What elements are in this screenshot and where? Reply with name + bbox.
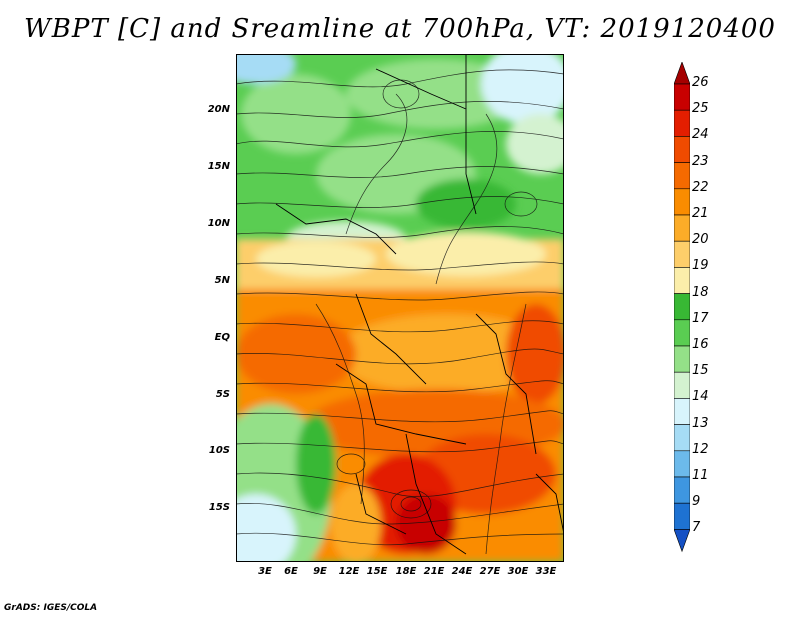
colorbar-swatch — [674, 83, 690, 111]
lat-label-15s: 15S — [208, 502, 230, 513]
wbpt-field — [236, 54, 564, 562]
footer-credit: GrADS: IGES/COLA — [4, 603, 98, 613]
colorbar-bottom-arrow — [674, 529, 690, 553]
lat-label-5n: 5N — [214, 275, 230, 286]
colorbar-label: 11 — [692, 468, 709, 483]
colorbar-label: 9 — [692, 494, 701, 510]
colorbar-swatch — [674, 450, 690, 478]
colorbar-label: 12 — [692, 441, 709, 457]
colorbar-swatch — [674, 502, 690, 530]
colorbar-swatch — [674, 214, 690, 242]
colorbar-label: 18 — [692, 284, 709, 300]
lon-label-18e: 18E — [395, 566, 417, 577]
lon-label-27e: 27E — [479, 566, 501, 577]
lat-label-10s: 10S — [208, 445, 230, 456]
colorbar-label: 14 — [692, 389, 709, 405]
lat-label-5s: 5S — [215, 389, 230, 400]
chart-title: WBPT [C] and Sreamline at 700hPa, VT: 20… — [24, 14, 776, 44]
lat-label-20n: 20N — [207, 104, 230, 115]
colorbar — [674, 62, 690, 553]
map-panel — [236, 54, 564, 562]
colorbar-swatch — [674, 345, 690, 373]
lat-label-eq: EQ — [214, 332, 230, 343]
colorbar-label: 19 — [692, 258, 709, 274]
colorbar-label: 13 — [692, 415, 709, 431]
lat-label-15n: 15N — [207, 161, 230, 172]
colorbar-swatch — [674, 319, 690, 347]
colorbar-swatch — [674, 267, 690, 294]
lon-label-3e: 3E — [258, 566, 272, 577]
colorbar-label: 25 — [692, 101, 709, 117]
lon-label-24e: 24E — [451, 566, 473, 577]
colorbar-label: 26 — [692, 75, 709, 90]
colorbar-label: 22 — [692, 179, 709, 195]
colorbar-swatch — [674, 162, 690, 190]
colorbar-top-arrow — [674, 62, 690, 85]
colorbar-label: 20 — [692, 232, 709, 248]
lon-label-30e: 30E — [507, 566, 529, 577]
colorbar-label: 16 — [692, 337, 709, 352]
colorbar-label: 15 — [692, 363, 709, 379]
colorbar-swatch — [674, 371, 690, 399]
lon-label-15e: 15E — [366, 566, 388, 577]
colorbar-label: 7 — [692, 520, 701, 536]
lon-label-9e: 9E — [313, 566, 327, 577]
lon-label-6e: 6E — [284, 566, 298, 577]
colorbar-swatch — [674, 398, 690, 425]
lon-label-12e: 12E — [338, 566, 360, 577]
colorbar-swatch — [674, 293, 690, 321]
colorbar-label: 23 — [692, 153, 709, 169]
colorbar-swatch — [674, 188, 690, 216]
colorbar-swatch — [674, 109, 690, 137]
colorbar-swatch — [674, 136, 690, 163]
lon-label-21e: 21E — [423, 566, 445, 577]
lat-label-10n: 10N — [207, 218, 230, 229]
colorbar-label: 24 — [692, 127, 709, 143]
colorbar-label: 21 — [692, 206, 709, 221]
lon-label-33e: 33E — [535, 566, 557, 577]
colorbar-label: 17 — [692, 310, 709, 326]
colorbar-swatch — [674, 476, 690, 504]
colorbar-swatch — [674, 240, 690, 268]
colorbar-swatch — [674, 424, 690, 452]
